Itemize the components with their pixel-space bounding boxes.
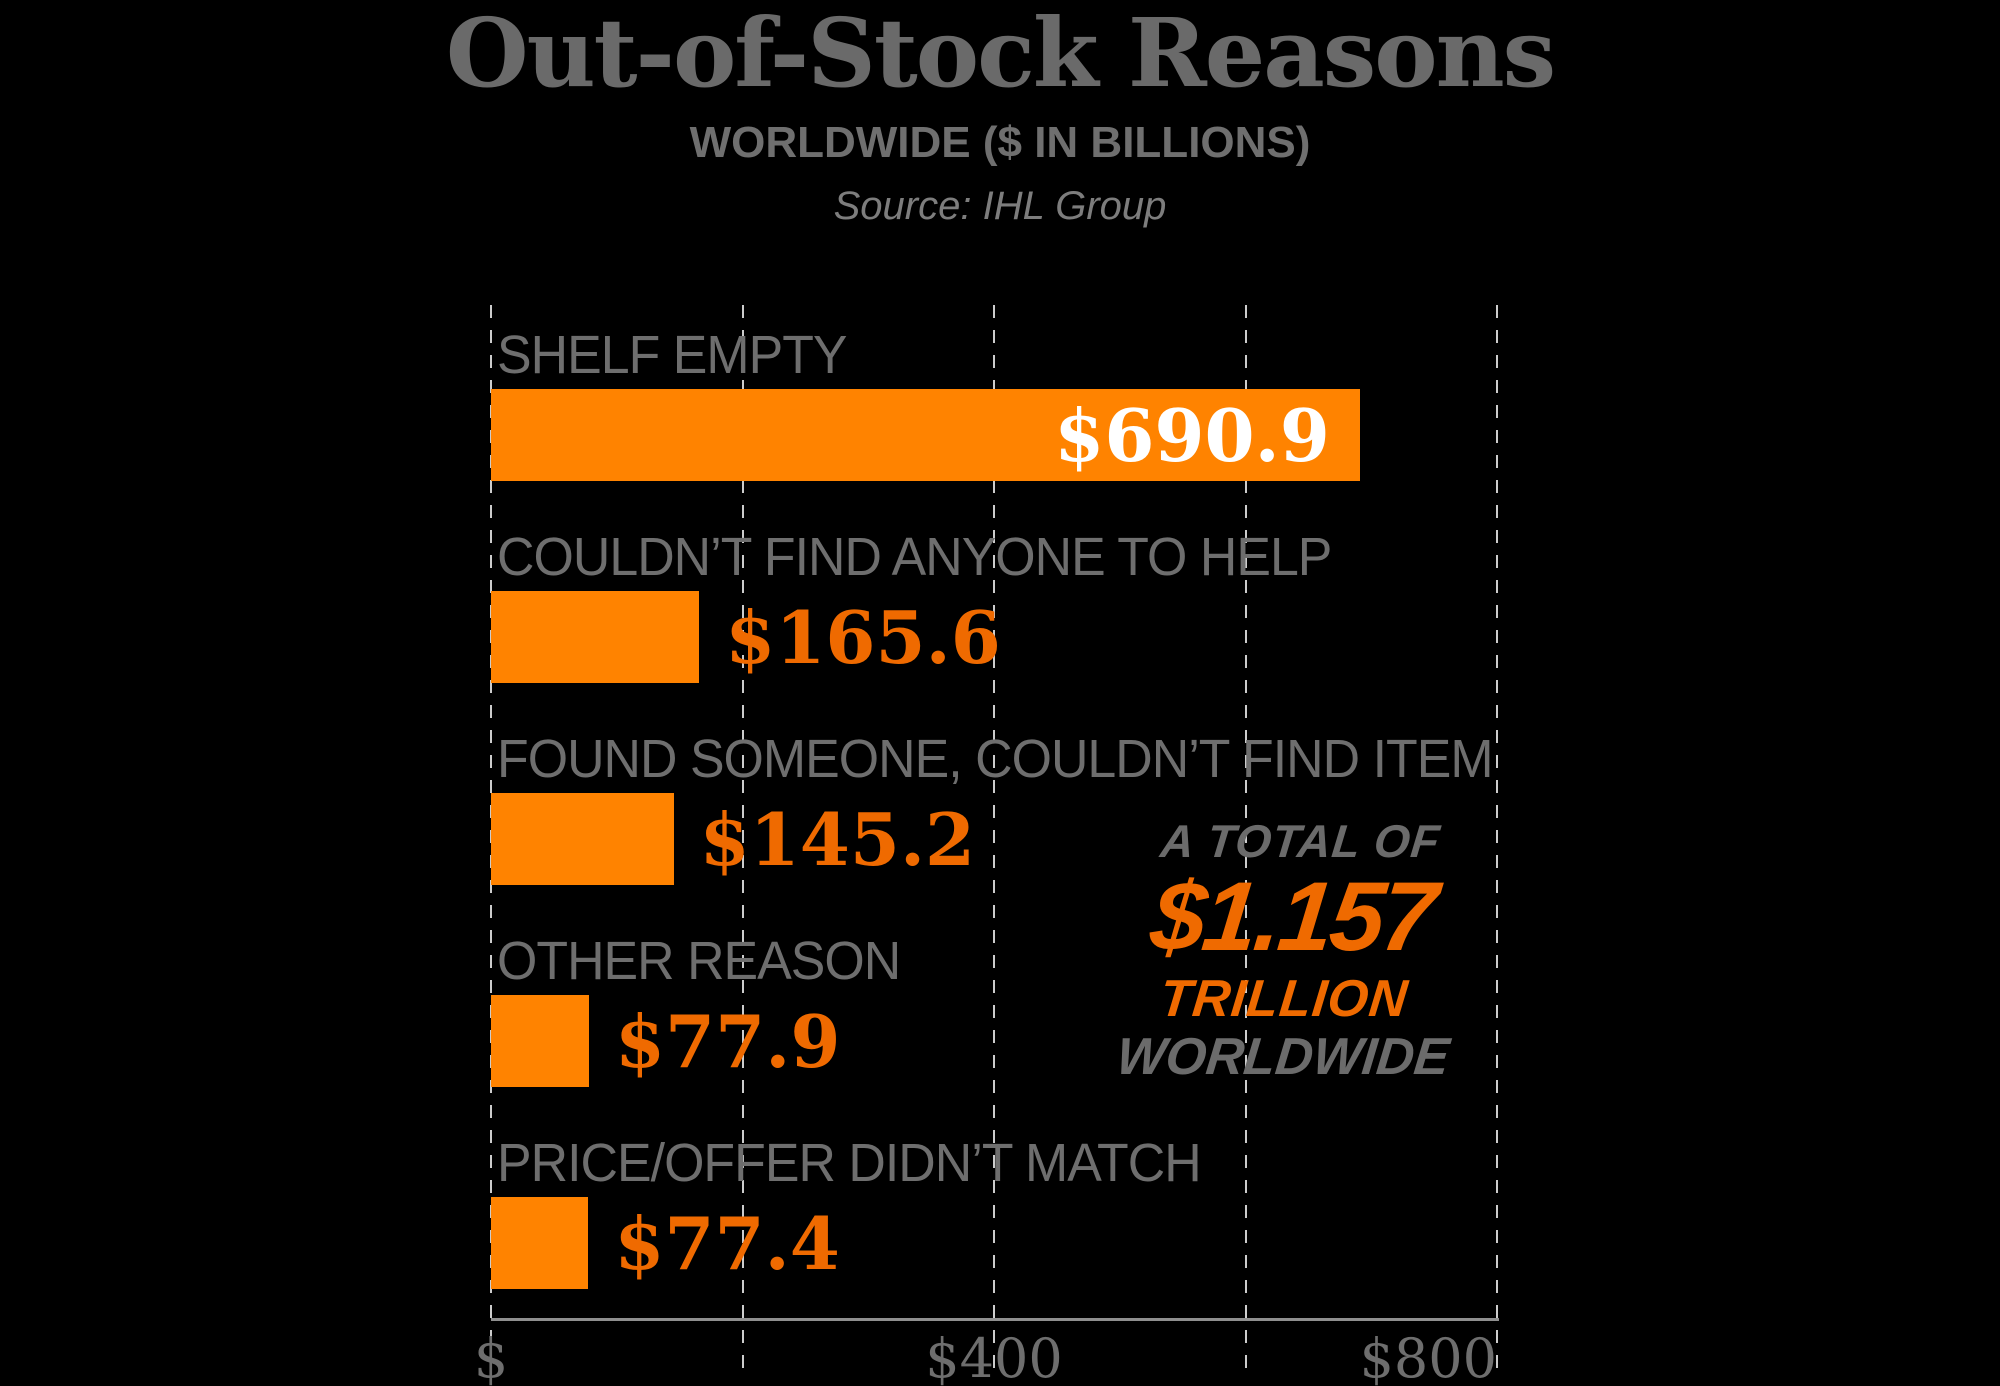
bar-value-label: $165.6 — [725, 595, 1001, 680]
total-annotation-prefix: A TOTAL OF — [1158, 815, 1443, 867]
bar-value-label: $77.4 — [614, 1201, 840, 1286]
bar — [491, 793, 674, 885]
x-axis-line — [491, 1318, 1499, 1321]
category-label: PRICE/OFFER DIDN’T MATCH — [497, 1133, 1202, 1193]
bar-value-label: $145.2 — [699, 797, 976, 882]
gridline — [993, 305, 995, 1378]
bar — [491, 591, 699, 683]
total-annotation-amount: $1.157 — [1146, 861, 1440, 971]
total-annotation-scope: WORLDWIDE — [1113, 1028, 1453, 1086]
bar-value-label: $77.9 — [614, 999, 841, 1084]
category-label: FOUND SOMEONE, COULDN’T FIND ITEM — [497, 729, 1494, 789]
bar — [491, 995, 589, 1087]
x-axis-tick: $400 — [925, 1327, 1063, 1386]
gridline — [1496, 305, 1498, 1378]
page-subtitle: WORLDWIDE ($ IN BILLIONS) — [689, 118, 1311, 167]
bar — [491, 389, 1360, 481]
category-label: SHELF EMPTY — [497, 325, 847, 385]
bar — [491, 1197, 588, 1289]
x-axis-tick: $ — [473, 1327, 509, 1386]
bar-value-label: $690.9 — [1054, 393, 1330, 478]
gridline — [741, 305, 744, 1378]
source-credit: Source: IHL Group — [833, 184, 1167, 228]
category-label: OTHER REASON — [497, 931, 901, 991]
page-title: Out-of-Stock Reasons — [445, 0, 1556, 109]
total-annotation-unit: TRILLION — [1157, 970, 1411, 1028]
gridline — [1244, 305, 1247, 1378]
total-annotation: A TOTAL OF $1.157 TRILLION WORLDWIDE — [1113, 815, 1464, 1086]
category-label: COULDN’T FIND ANYONE TO HELP — [497, 527, 1332, 587]
x-axis-tick: $800 — [1359, 1327, 1497, 1386]
